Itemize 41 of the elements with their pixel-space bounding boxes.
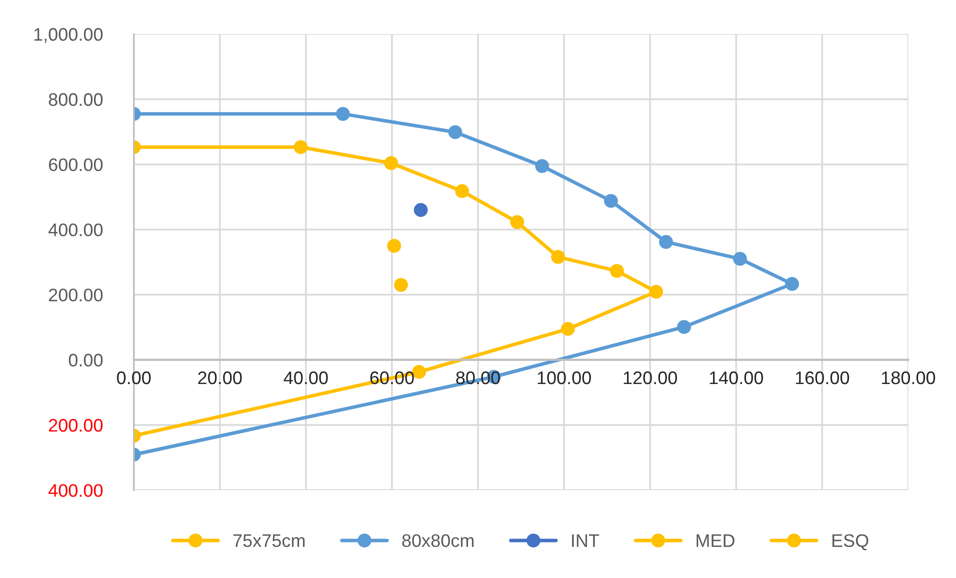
y-tick-label: 400.00 bbox=[48, 223, 103, 236]
point bbox=[394, 278, 408, 292]
point bbox=[551, 250, 565, 264]
x-tick-label: 120.00 bbox=[624, 371, 677, 384]
x-tick-label: 40.00 bbox=[284, 371, 328, 384]
y-tick-label: 800.00 bbox=[48, 93, 103, 106]
point bbox=[510, 215, 524, 229]
point bbox=[448, 125, 462, 140]
point bbox=[336, 106, 350, 121]
x-tick-label: 100.00 bbox=[538, 371, 591, 384]
legend-label: 75x75cm bbox=[233, 534, 305, 548]
y-tick-label: 200.00 bbox=[48, 288, 103, 302]
point bbox=[414, 203, 428, 217]
point bbox=[604, 194, 618, 208]
point bbox=[535, 159, 550, 173]
point bbox=[677, 320, 692, 334]
y-tick-label: 600.00 bbox=[48, 158, 103, 172]
point bbox=[649, 284, 664, 299]
point bbox=[610, 264, 624, 278]
point bbox=[412, 364, 426, 379]
x-tick-label: 140.00 bbox=[710, 371, 764, 384]
y-tick-label: 1,000.00 bbox=[34, 28, 103, 43]
point bbox=[294, 140, 308, 154]
legend-label: ESQ bbox=[832, 534, 868, 550]
x-tick-label: 180.00 bbox=[882, 371, 936, 384]
point bbox=[387, 238, 402, 253]
point bbox=[384, 156, 398, 170]
legend-label: MED bbox=[696, 534, 734, 547]
legend-label: INT bbox=[572, 534, 600, 547]
point bbox=[733, 252, 747, 266]
point bbox=[455, 184, 470, 198]
y-tick-label: 0.00 bbox=[68, 354, 103, 367]
x-tick-label: 20.00 bbox=[198, 371, 242, 384]
point bbox=[785, 277, 799, 291]
x-tick-label: 160.00 bbox=[796, 371, 850, 384]
point bbox=[659, 234, 673, 249]
point bbox=[560, 322, 575, 336]
y-tick-label: 200.00 bbox=[48, 418, 103, 432]
y-tick-label: 400.00 bbox=[48, 484, 103, 497]
x-tick-label: 0.00 bbox=[116, 371, 151, 384]
legend-label: 80x80cm bbox=[402, 534, 474, 548]
